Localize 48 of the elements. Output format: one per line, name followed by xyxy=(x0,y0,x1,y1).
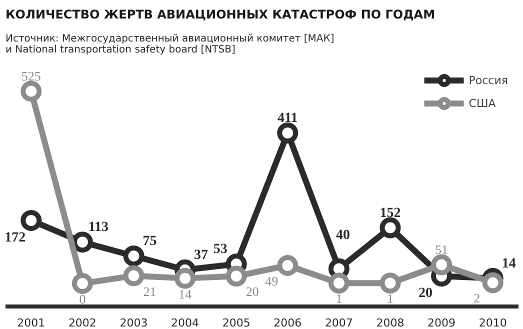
chart-title: КОЛИЧЕСТВО ЖЕРТВ АВИАЦИОННЫХ КАТАСТРОФ ПО ГОДАМ xyxy=(6,8,436,22)
point xyxy=(226,266,247,287)
x-tick-label: 2002 xyxy=(68,316,96,329)
x-tick-label: 2007 xyxy=(324,316,353,329)
data-label: 1 xyxy=(336,291,342,306)
legend-label: США xyxy=(468,96,496,110)
point xyxy=(20,210,42,231)
point xyxy=(123,246,144,266)
point xyxy=(277,122,298,144)
data-label: 14 xyxy=(178,286,192,302)
data-label: 152 xyxy=(380,206,401,221)
x-tick-label: 2009 xyxy=(428,316,456,329)
data-label: 411 xyxy=(278,110,298,126)
point xyxy=(380,217,401,238)
point xyxy=(20,80,42,102)
data-label: 20 xyxy=(418,286,433,302)
data-label: 51 xyxy=(435,242,448,257)
x-tick-label: 2008 xyxy=(376,316,404,329)
point xyxy=(277,255,298,276)
point xyxy=(123,265,144,286)
x-tick-label: 2003 xyxy=(120,316,148,329)
x-tick-label: 2005 xyxy=(222,316,250,329)
data-label: 75 xyxy=(142,234,157,249)
data-label: 14 xyxy=(502,256,516,272)
data-label: 37 xyxy=(194,248,208,263)
x-tick-label: 2001 xyxy=(17,316,46,329)
data-label: 0 xyxy=(79,291,86,306)
data-label: 2 xyxy=(474,290,480,306)
data-label: 172 xyxy=(4,230,26,246)
x-tick-label: 2010 xyxy=(478,316,507,329)
chart-subtitle: Источник: Межгосударственный авиационный комитет [МАК] и National transportation safety board [NTSB] xyxy=(6,34,334,56)
data-label: 113 xyxy=(88,220,109,236)
point xyxy=(431,254,452,276)
point xyxy=(482,272,504,294)
x-tick-label: 2004 xyxy=(171,316,200,329)
point xyxy=(72,272,93,294)
data-label: 1 xyxy=(387,291,394,306)
data-label: 53 xyxy=(213,242,228,258)
x-tick-label: 2006 xyxy=(274,316,302,329)
point xyxy=(328,272,350,294)
data-label: 49 xyxy=(265,274,278,288)
point xyxy=(174,268,196,289)
data-label: 21 xyxy=(143,284,156,299)
data-label: 20 xyxy=(246,284,259,300)
legend-label: Россия xyxy=(468,74,508,86)
point xyxy=(380,272,401,294)
data-label: 40 xyxy=(336,228,350,243)
data-label: 525 xyxy=(21,68,41,84)
